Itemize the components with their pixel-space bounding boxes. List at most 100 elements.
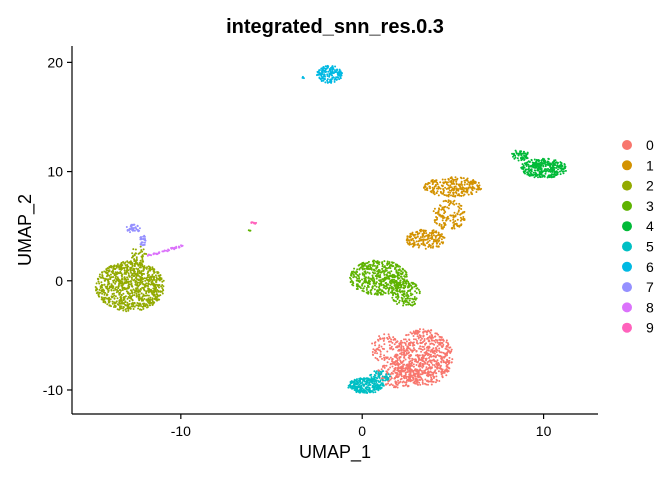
data-point bbox=[136, 281, 139, 284]
data-point bbox=[418, 364, 421, 367]
legend-item: 0 bbox=[622, 137, 654, 153]
data-point bbox=[412, 369, 415, 372]
data-point bbox=[130, 283, 133, 286]
data-point bbox=[335, 78, 338, 81]
data-point bbox=[141, 265, 144, 268]
data-point bbox=[460, 218, 463, 221]
data-point bbox=[414, 382, 417, 385]
data-point bbox=[157, 274, 160, 277]
data-point bbox=[150, 278, 153, 281]
data-point bbox=[112, 279, 115, 282]
data-point bbox=[431, 366, 433, 369]
data-point bbox=[162, 289, 165, 292]
data-point bbox=[449, 346, 452, 349]
data-point bbox=[104, 296, 107, 299]
data-point bbox=[131, 256, 133, 259]
data-point bbox=[372, 354, 375, 356]
data-point bbox=[448, 199, 450, 202]
data-point bbox=[123, 269, 126, 272]
data-point bbox=[339, 70, 342, 73]
data-point bbox=[362, 384, 365, 387]
data-point bbox=[137, 289, 140, 292]
data-point bbox=[365, 377, 368, 380]
data-point bbox=[456, 212, 459, 215]
data-point bbox=[553, 172, 556, 175]
data-point bbox=[433, 238, 436, 241]
data-point bbox=[385, 373, 388, 376]
data-point bbox=[373, 382, 376, 384]
data-point bbox=[411, 341, 413, 344]
data-point bbox=[137, 229, 140, 232]
data-point bbox=[106, 285, 109, 288]
data-point bbox=[533, 176, 536, 179]
data-point bbox=[559, 167, 562, 170]
data-point bbox=[467, 181, 470, 184]
data-point bbox=[374, 344, 377, 347]
data-point bbox=[556, 162, 559, 165]
data-point bbox=[398, 356, 401, 359]
data-point bbox=[378, 285, 381, 288]
data-point bbox=[341, 72, 343, 75]
data-point bbox=[385, 283, 388, 286]
data-point bbox=[358, 383, 361, 386]
data-point bbox=[403, 356, 406, 359]
data-point bbox=[108, 287, 111, 290]
data-point bbox=[539, 165, 542, 168]
data-point bbox=[408, 370, 411, 373]
data-point bbox=[395, 300, 398, 303]
data-point bbox=[461, 212, 463, 215]
data-point bbox=[535, 172, 538, 175]
data-point bbox=[148, 254, 151, 256]
data-point bbox=[408, 303, 411, 306]
data-point bbox=[364, 271, 367, 274]
series-1-points bbox=[405, 176, 483, 250]
data-point bbox=[401, 366, 404, 369]
data-point bbox=[454, 214, 457, 217]
data-point bbox=[415, 350, 418, 353]
data-point bbox=[392, 294, 394, 297]
data-point bbox=[125, 310, 128, 313]
data-point bbox=[377, 375, 380, 378]
data-point bbox=[437, 185, 440, 188]
data-point bbox=[405, 303, 408, 306]
data-point bbox=[550, 168, 553, 171]
data-point bbox=[134, 277, 137, 279]
data-point bbox=[429, 237, 432, 240]
data-point bbox=[521, 156, 524, 159]
data-point bbox=[405, 364, 408, 367]
data-point bbox=[398, 345, 401, 348]
data-point bbox=[372, 391, 375, 394]
data-point bbox=[447, 343, 450, 346]
data-point bbox=[537, 159, 540, 161]
data-point bbox=[124, 308, 127, 311]
data-point bbox=[371, 265, 374, 267]
data-point bbox=[419, 339, 422, 342]
data-point bbox=[515, 152, 518, 155]
data-point bbox=[519, 150, 522, 153]
data-point bbox=[141, 286, 144, 289]
data-point bbox=[416, 235, 419, 238]
data-point bbox=[115, 300, 118, 303]
data-point bbox=[399, 342, 402, 345]
data-point bbox=[433, 364, 436, 367]
data-point bbox=[316, 73, 319, 76]
data-point bbox=[432, 234, 435, 237]
data-point bbox=[473, 187, 476, 190]
data-point bbox=[400, 270, 403, 273]
data-point bbox=[453, 183, 456, 185]
data-point bbox=[414, 283, 417, 286]
data-point bbox=[137, 252, 140, 255]
data-point bbox=[416, 335, 419, 338]
data-point bbox=[424, 230, 427, 232]
data-point bbox=[98, 275, 101, 278]
data-point bbox=[135, 273, 138, 275]
data-point bbox=[450, 350, 453, 353]
data-point bbox=[396, 284, 398, 287]
data-point bbox=[122, 306, 125, 309]
data-point bbox=[556, 172, 559, 175]
data-point bbox=[445, 341, 448, 344]
data-point bbox=[526, 161, 529, 164]
data-point bbox=[101, 286, 103, 289]
data-point bbox=[388, 262, 391, 265]
data-point bbox=[456, 177, 459, 180]
